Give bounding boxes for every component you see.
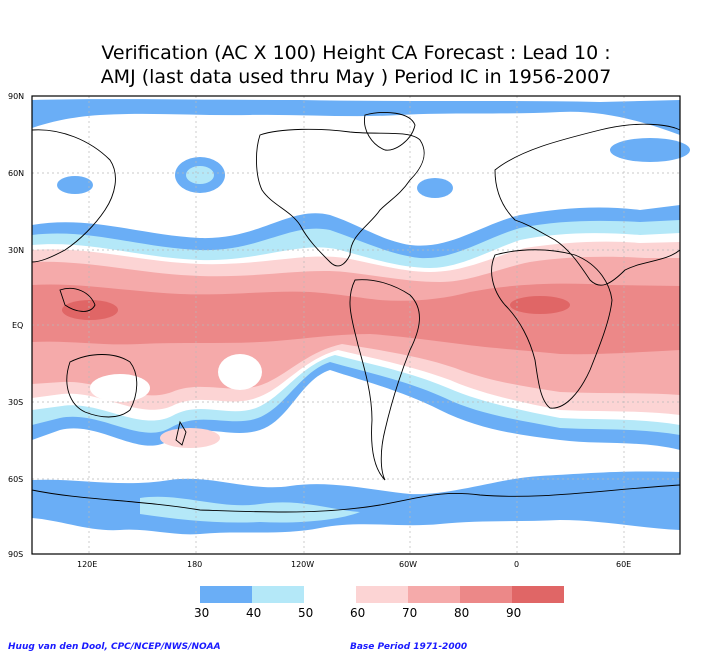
band-30-north [417, 178, 453, 198]
legend-swatch-50 [304, 586, 356, 603]
legend-label: 80 [454, 606, 470, 620]
lat-label: 90S [8, 550, 24, 559]
legend-label: 70 [402, 606, 418, 620]
map-title-line2: AMJ (last data used thru May ) Period IC… [100, 66, 612, 88]
band-30-north [57, 176, 93, 194]
coast-north-america [256, 128, 425, 267]
legend-label: 40 [246, 606, 262, 620]
legend-swatch-30 [200, 586, 252, 603]
legend-swatch-60 [356, 586, 408, 603]
legend-label: 90 [506, 606, 522, 620]
coast-asia-west [31, 129, 116, 263]
lon-label: 120W [291, 560, 315, 569]
map-title-line1: Verification (AC X 100) Height CA Foreca… [101, 42, 611, 64]
band-50-blob [218, 354, 262, 390]
band-60-south [160, 428, 220, 448]
credit-base-period: Base Period 1971-2000 [350, 642, 468, 652]
lat-label: 30S [8, 398, 24, 407]
legend-label: 60 [350, 606, 366, 620]
coast-se-asia [59, 287, 96, 312]
lon-label: 120E [77, 560, 98, 569]
band-50-blob [90, 374, 150, 402]
lat-label: EQ [12, 321, 24, 330]
lat-label: 90N [8, 92, 25, 101]
band-30-north [32, 99, 680, 135]
lat-label: 60N [8, 169, 25, 178]
lon-label: 60E [616, 560, 632, 569]
coastlines [31, 112, 681, 513]
band-40-north [186, 166, 214, 184]
legend-swatch-70 [408, 586, 460, 603]
coast-africa [491, 249, 613, 409]
credit-author: Huug van den Dool, CPC/NCEP/NWS/NOAA [8, 642, 221, 652]
band-30-north [610, 138, 690, 162]
lon-label: 60W [399, 560, 418, 569]
graticule [32, 96, 680, 554]
band-30-south [32, 471, 680, 535]
legend-label: 30 [194, 606, 210, 620]
coast-new-zealand [175, 420, 187, 446]
map-frame [31, 95, 681, 555]
lat-label: 30N [8, 246, 25, 255]
band-90 [510, 296, 570, 314]
coast-eurasia [494, 123, 681, 286]
legend-swatch-90 [512, 586, 564, 603]
legend-swatch-80 [460, 586, 512, 603]
coast-australia [66, 354, 138, 418]
coast-greenland [364, 112, 416, 151]
coast-antarctica [31, 484, 681, 513]
lon-label: 0 [514, 560, 520, 569]
lon-label: 180 [187, 560, 203, 569]
band-40-south [140, 496, 360, 523]
legend-swatch-40 [252, 586, 304, 603]
field-shading [32, 99, 690, 535]
legend-label: 50 [298, 606, 314, 620]
lat-label: 60S [8, 475, 24, 484]
coast-south-america [349, 279, 420, 481]
